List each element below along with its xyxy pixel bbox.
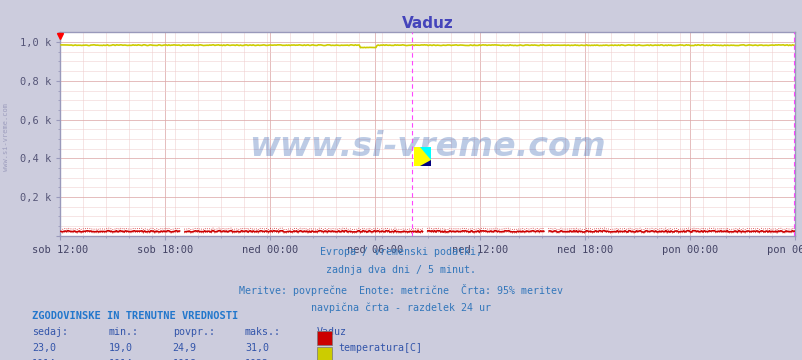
Polygon shape <box>419 147 430 160</box>
Text: 1014: 1014 <box>108 359 132 360</box>
Polygon shape <box>419 160 430 166</box>
Text: tlak[hPa]: tlak[hPa] <box>338 359 391 360</box>
Text: min.:: min.: <box>108 327 138 337</box>
Text: sedaj:: sedaj: <box>32 327 68 337</box>
Text: ZGODOVINSKE IN TRENUTNE VREDNOSTI: ZGODOVINSKE IN TRENUTNE VREDNOSTI <box>32 311 238 321</box>
Text: 23,0: 23,0 <box>32 343 56 353</box>
Text: 31,0: 31,0 <box>245 343 269 353</box>
Text: Evropa / vremenski podatki,: Evropa / vremenski podatki, <box>320 247 482 257</box>
Text: 24,9: 24,9 <box>172 343 196 353</box>
Text: www.si-vreme.com: www.si-vreme.com <box>249 130 606 163</box>
Text: povpr.:: povpr.: <box>172 327 214 337</box>
Text: Meritve: povprečne  Enote: metrične  Črta: 95% meritev: Meritve: povprečne Enote: metrične Črta:… <box>239 284 563 296</box>
Text: 19,0: 19,0 <box>108 343 132 353</box>
Text: 1022: 1022 <box>245 359 269 360</box>
Text: www.si-vreme.com: www.si-vreme.com <box>3 103 10 171</box>
Text: navpična črta - razdelek 24 ur: navpična črta - razdelek 24 ur <box>311 303 491 313</box>
Text: 1018: 1018 <box>172 359 196 360</box>
Text: Vaduz: Vaduz <box>317 327 346 337</box>
Title: Vaduz: Vaduz <box>401 16 453 31</box>
Text: maks.:: maks.: <box>245 327 281 337</box>
Text: temperatura[C]: temperatura[C] <box>338 343 422 353</box>
Bar <box>414 147 430 166</box>
Text: zadnja dva dni / 5 minut.: zadnja dva dni / 5 minut. <box>326 265 476 275</box>
Text: 1014: 1014 <box>32 359 56 360</box>
